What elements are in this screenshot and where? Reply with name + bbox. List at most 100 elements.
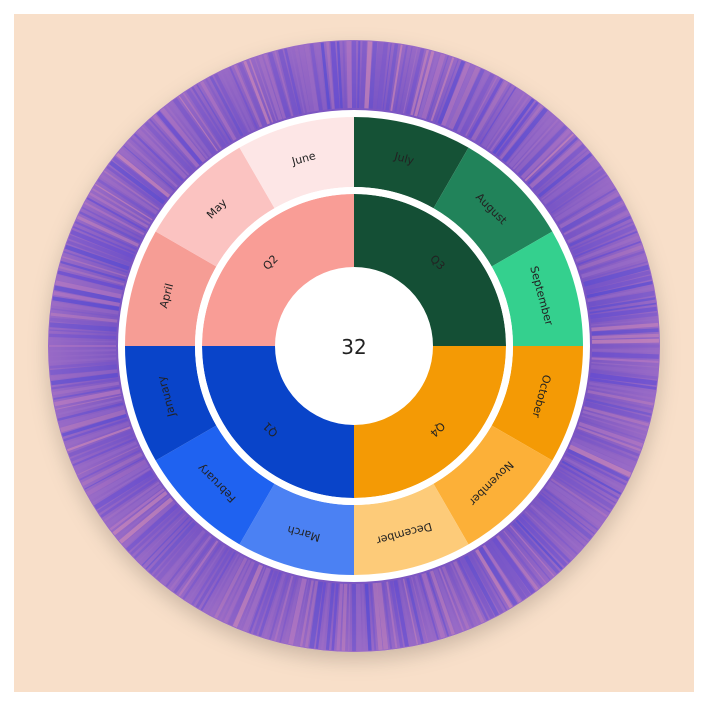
month-segment-june[interactable] — [239, 117, 355, 209]
month-segment-march[interactable] — [239, 483, 355, 575]
texture-ray — [385, 43, 399, 111]
texture-ray — [441, 62, 471, 127]
texture-ray — [541, 157, 595, 200]
texture-ray — [148, 521, 197, 574]
texture-ray — [482, 544, 522, 603]
texture-ray — [452, 68, 485, 132]
texture-ray — [62, 256, 127, 278]
month-segment-august[interactable] — [433, 147, 553, 267]
texture-ray — [489, 95, 530, 152]
texture-ray — [133, 133, 184, 182]
texture-ray — [591, 357, 659, 364]
month-label-april: April — [157, 282, 176, 310]
month-segment-january[interactable] — [125, 346, 217, 461]
texture-ray — [567, 210, 629, 244]
texture-ray — [79, 211, 141, 243]
texture-ray — [360, 41, 367, 109]
texture-ray — [569, 215, 632, 247]
texture-ray — [59, 266, 125, 286]
texture-ray — [294, 46, 311, 113]
texture-ray — [508, 114, 556, 168]
texture-ray — [583, 264, 650, 287]
texture-ray — [485, 541, 527, 601]
texture-ray — [141, 126, 190, 176]
texture-ray — [178, 540, 219, 597]
texture-ray — [299, 580, 314, 647]
texture-ray — [565, 453, 627, 486]
month-segment-july[interactable] — [354, 117, 469, 209]
texture-ray — [561, 460, 622, 495]
texture-ray — [239, 566, 266, 629]
texture-ray — [81, 452, 143, 487]
texture-ray — [232, 564, 264, 628]
texture-ray — [199, 80, 237, 141]
texture-ray — [79, 449, 141, 481]
quarter-segment-q1[interactable] — [202, 346, 354, 498]
texture-ray — [156, 526, 203, 582]
texture-ray — [448, 66, 481, 130]
sunburst-chart: Q3JulyAugustSeptemberQ4OctoberNovemberDe… — [48, 40, 660, 652]
texture-ray — [186, 89, 227, 148]
texture-ray — [499, 104, 543, 160]
texture-ray — [63, 418, 129, 442]
quarter-segment-q2[interactable] — [202, 194, 354, 346]
texture-ray — [51, 378, 119, 390]
texture-ray — [191, 86, 229, 145]
texture-ray — [445, 564, 475, 628]
texture-ray — [588, 381, 656, 396]
month-segment-february[interactable] — [155, 425, 275, 545]
texture-ray — [567, 448, 629, 482]
texture-ray — [382, 43, 392, 110]
texture-ray — [51, 301, 119, 315]
quarter-segment-q4[interactable] — [354, 346, 506, 498]
texture-ray — [169, 535, 212, 591]
texture-ray — [586, 281, 653, 299]
texture-ray — [182, 542, 222, 600]
texture-ray — [532, 144, 586, 192]
texture-ray — [112, 491, 168, 536]
month-segment-october[interactable] — [491, 346, 583, 461]
texture-ray — [382, 582, 393, 649]
texture-ray — [418, 574, 439, 640]
texture-ray — [263, 573, 286, 639]
texture-ray — [97, 474, 156, 514]
texture-ray — [550, 478, 608, 518]
texture-ray — [267, 52, 291, 118]
texture-ray — [219, 71, 251, 133]
texture-ray — [304, 580, 319, 648]
texture-ray — [414, 575, 435, 641]
texture-ray — [495, 535, 539, 591]
texture-ray — [402, 578, 419, 645]
texture-ray — [214, 557, 248, 619]
texture-ray — [427, 55, 449, 120]
month-segment-december[interactable] — [354, 483, 469, 575]
texture-ray — [89, 192, 149, 229]
texture-ray — [467, 78, 504, 139]
texture-ray — [554, 470, 614, 510]
month-segment-september[interactable] — [491, 231, 583, 347]
month-segment-may[interactable] — [155, 147, 275, 267]
texture-ray — [60, 409, 126, 433]
quarter-segment-q3[interactable] — [354, 194, 506, 346]
texture-ray — [86, 197, 147, 232]
texture-ray — [51, 372, 119, 386]
texture-ray — [55, 394, 122, 410]
texture-ray — [200, 551, 236, 611]
texture-ray — [521, 513, 571, 563]
texture-ray — [390, 44, 403, 112]
texture-ray — [103, 170, 160, 211]
month-segment-april[interactable] — [125, 231, 217, 347]
texture-ray — [441, 566, 470, 630]
texture-ray — [572, 224, 636, 256]
texture-ray — [410, 49, 429, 116]
texture-ray — [295, 579, 310, 646]
month-segment-november[interactable] — [433, 425, 553, 545]
texture-ray — [471, 80, 509, 141]
texture-ray — [457, 559, 489, 621]
texture-ray — [533, 501, 585, 547]
texture-ray — [64, 244, 130, 271]
texture-ray — [205, 553, 240, 614]
texture-ray — [554, 182, 614, 222]
texture-ray — [547, 480, 605, 523]
texture-ray — [70, 229, 135, 259]
